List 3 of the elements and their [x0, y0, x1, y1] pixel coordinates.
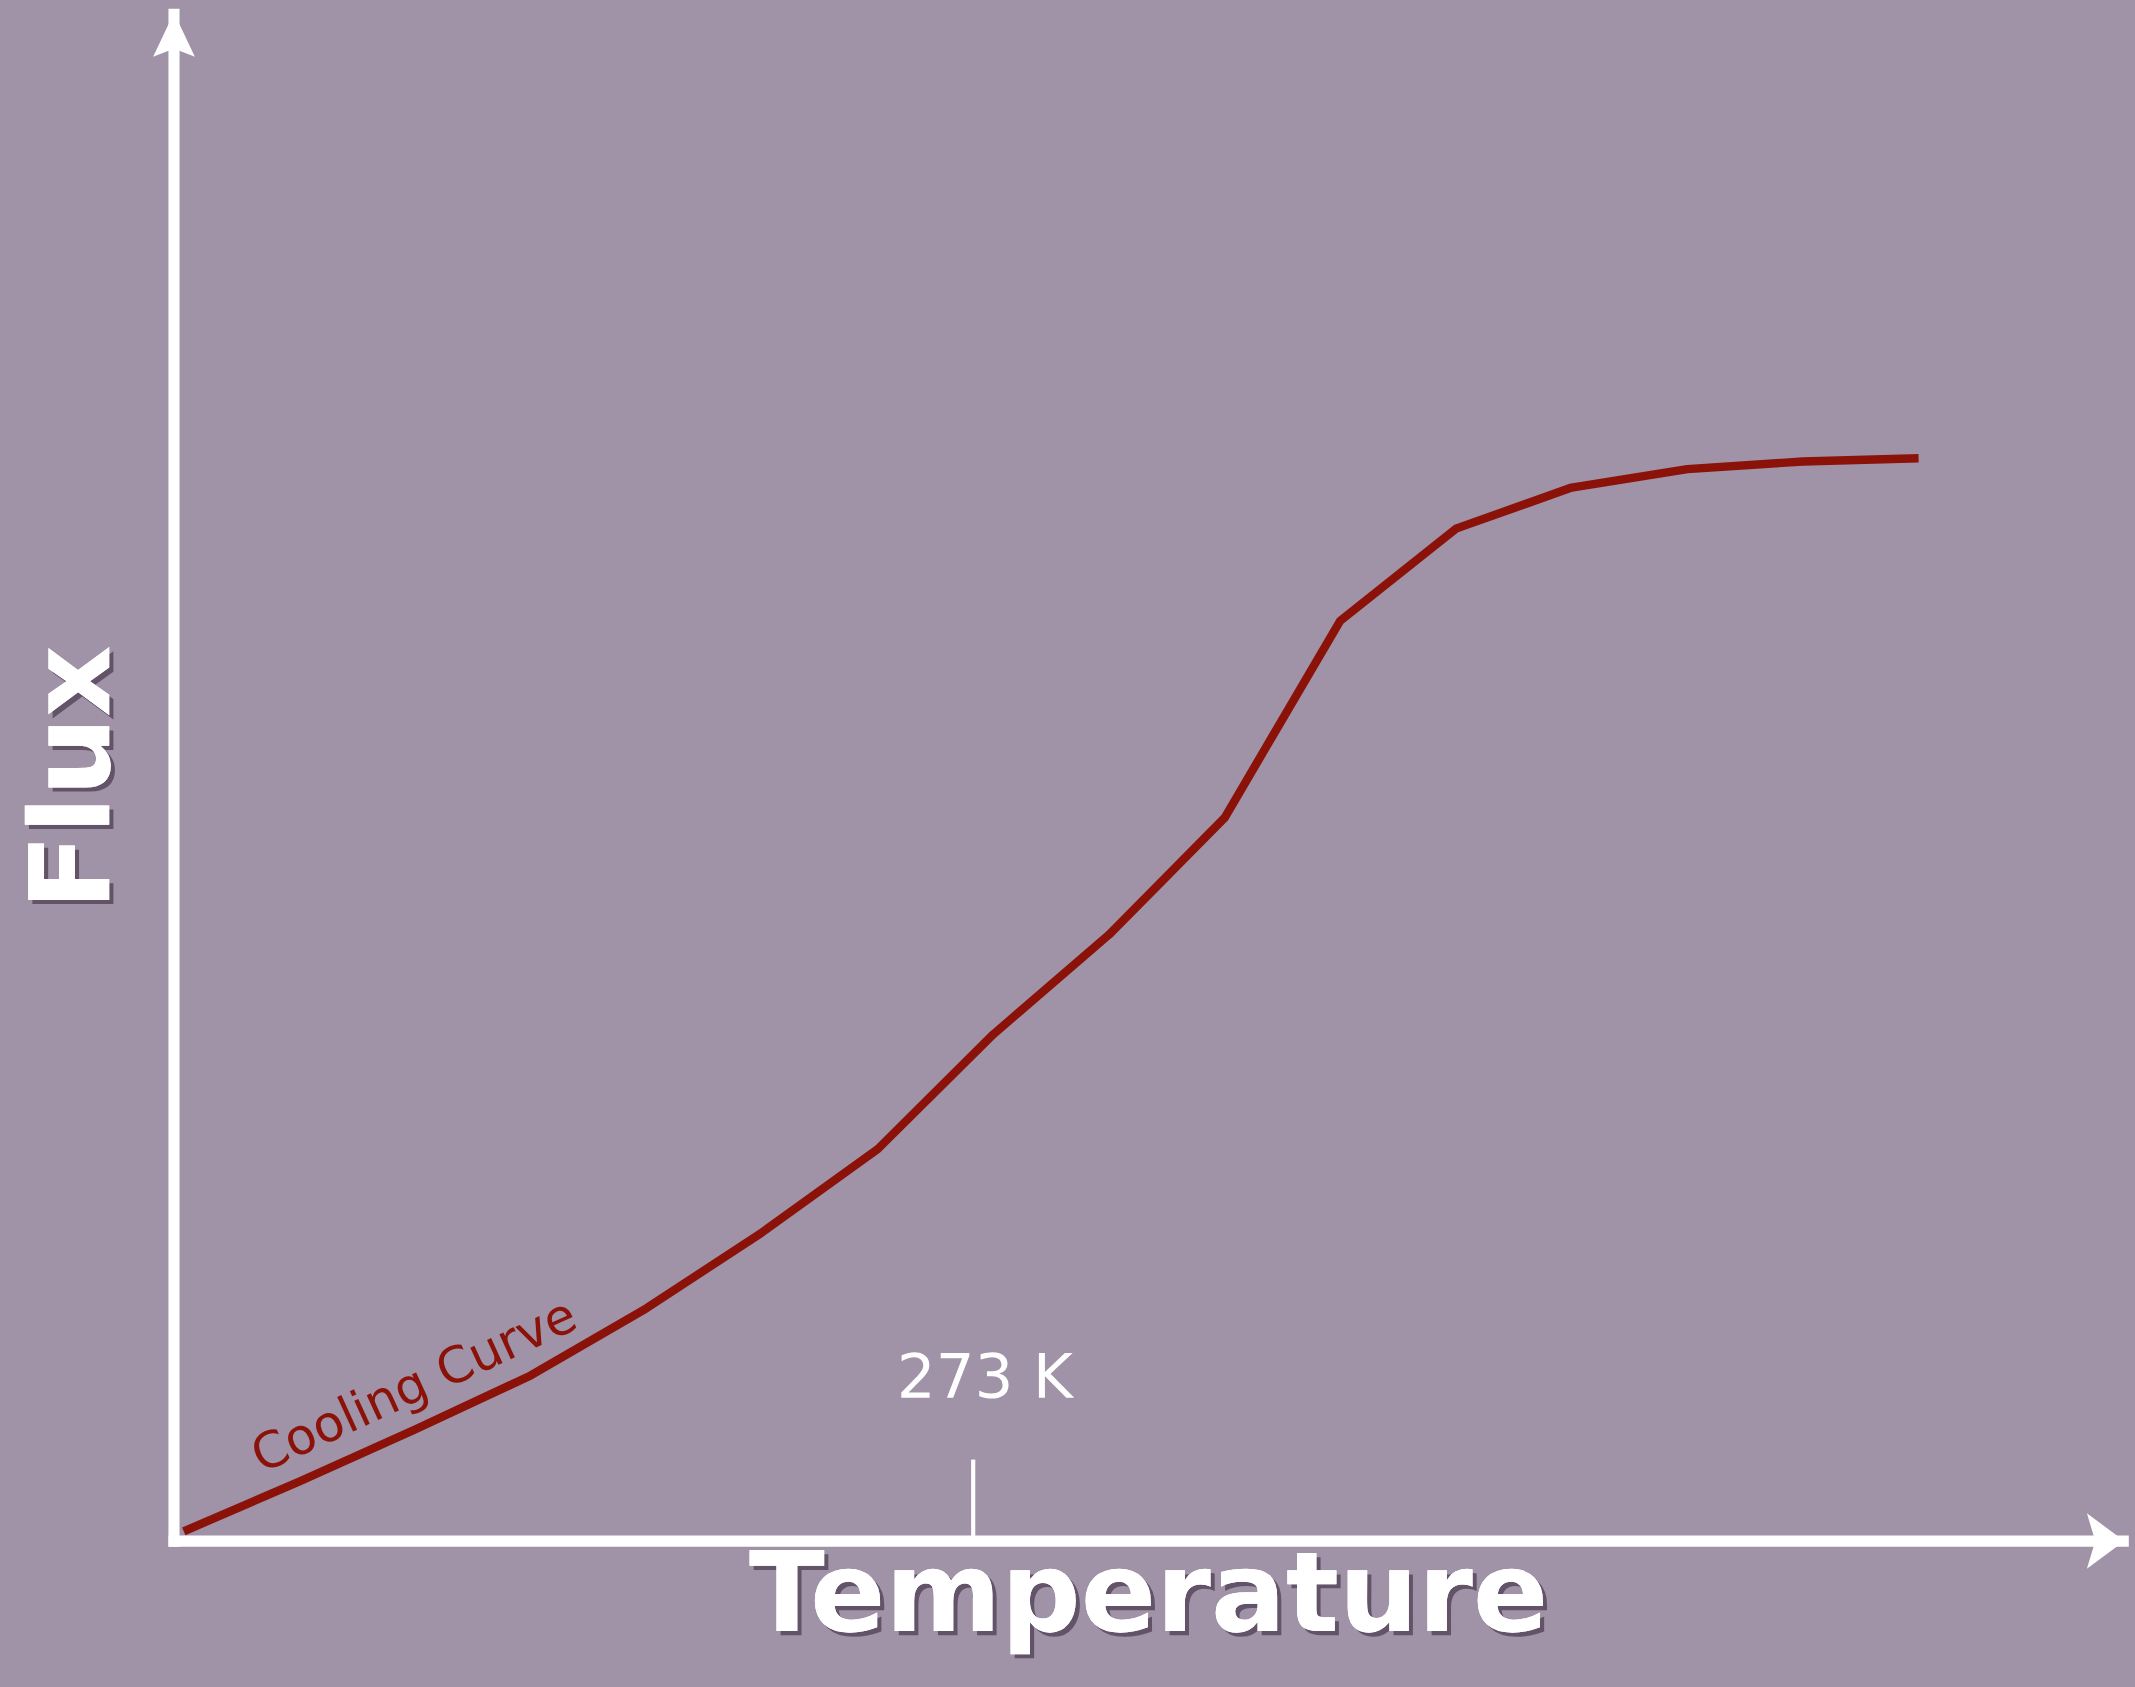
annotation: 273 K	[901, 1352, 1075, 1399]
y-axis-title: Flux	[24, 647, 115, 905]
x-axis-title: Temperature	[749, 1550, 1548, 1659]
